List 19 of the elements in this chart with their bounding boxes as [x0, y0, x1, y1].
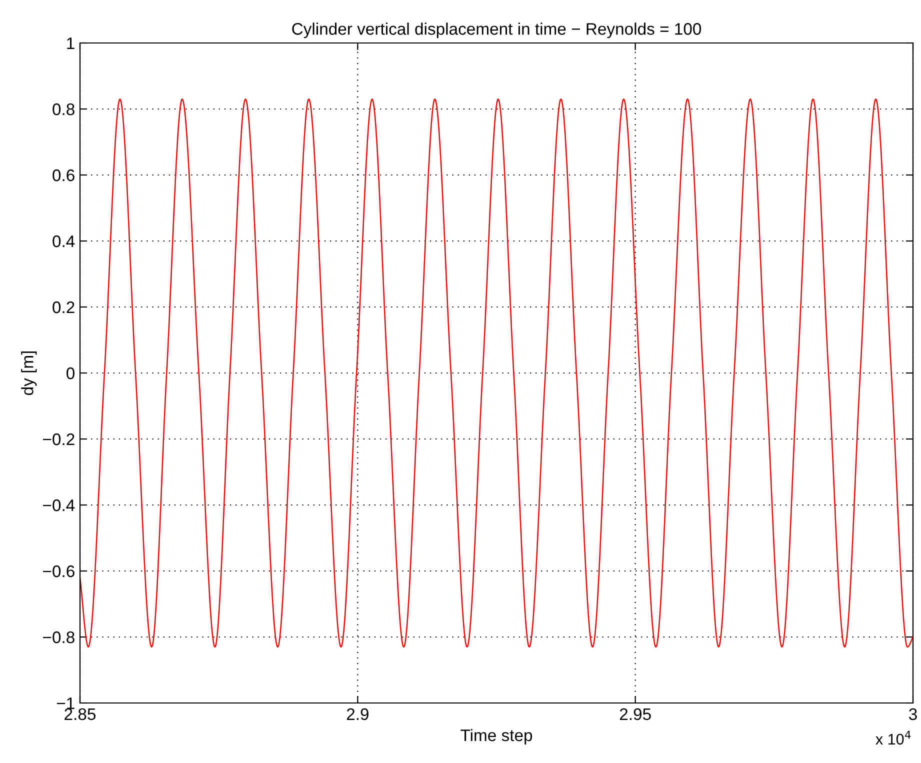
y-tick-label: 0.8 — [52, 103, 74, 116]
y-tick-label: −0.6 — [43, 565, 74, 578]
x-tick-label: 2.95 — [620, 708, 651, 720]
y-tick-label: −0.4 — [43, 499, 75, 512]
y-tick-label: 0.2 — [52, 301, 74, 314]
y-tick-label: −0.2 — [43, 433, 74, 446]
y-tick-label: −0.8 — [43, 631, 74, 644]
chart-title: Cylinder vertical displacement in time − Reynolds = 100 — [292, 22, 702, 38]
y-tick-label: 0 — [66, 367, 74, 380]
x-tick-label: 3 — [909, 708, 917, 720]
y-tick-label: 0.6 — [52, 169, 74, 182]
y-tick-label: 1 — [67, 38, 74, 50]
y-axis-title: dy [m] — [21, 352, 37, 395]
y-tick-label: −1 — [56, 698, 74, 710]
x-tick-label: 2.9 — [346, 708, 368, 720]
x-axis-title: Time step — [460, 728, 532, 744]
x-tick-label: 2.85 — [64, 708, 96, 720]
text: x 10$^{4}$ — [876, 730, 911, 745]
y-tick-label: 0.4 — [52, 235, 75, 248]
